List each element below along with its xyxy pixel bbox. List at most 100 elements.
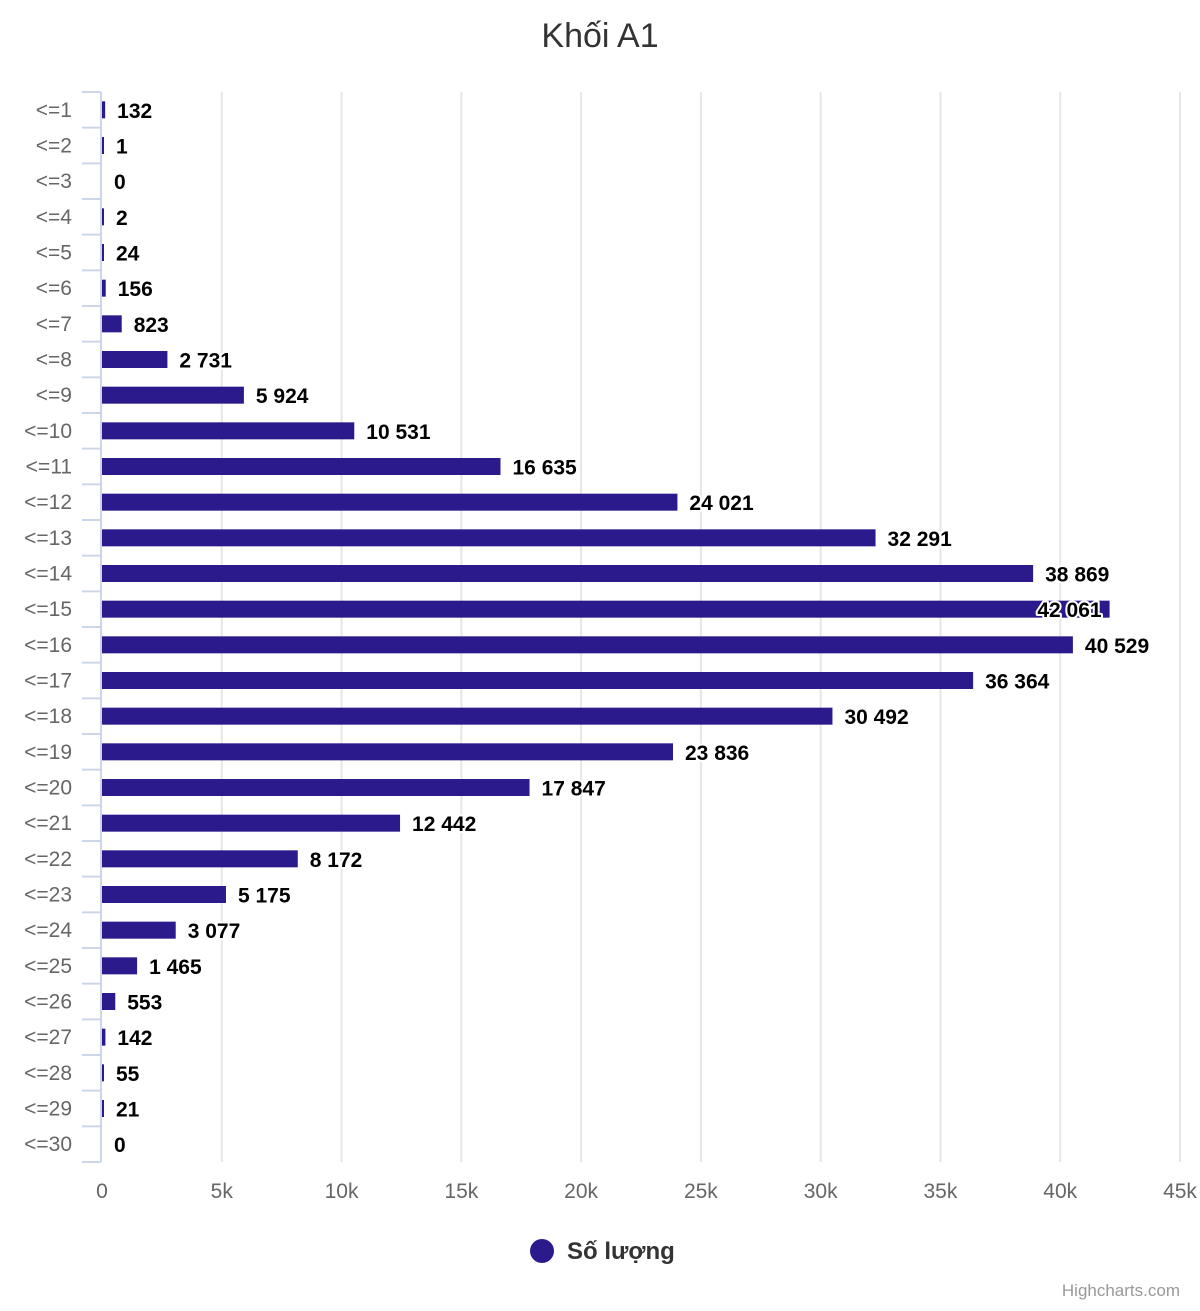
legend-symbol[interactable] bbox=[530, 1239, 554, 1263]
data-label: 0 bbox=[114, 1134, 126, 1157]
value-axis: 0 5k 10k 15k 20k 25k 30k 35k 40k 45k bbox=[96, 1180, 1197, 1203]
bar[interactable] bbox=[102, 529, 876, 547]
data-label: 36 364 bbox=[985, 671, 1050, 694]
category-label: <=23 bbox=[24, 884, 72, 907]
category-label: <=17 bbox=[24, 670, 72, 693]
bar[interactable] bbox=[102, 886, 226, 903]
category-label: <=28 bbox=[24, 1062, 72, 1085]
bar[interactable] bbox=[102, 279, 106, 297]
category-axis: <=1 <=2 <=3 <=4 <=5 <=6 <=7 <=8 <=9 <=10 <=11 <=12 <… bbox=[24, 91, 102, 1163]
data-label: 2 731 bbox=[179, 350, 232, 373]
data-label: 1 bbox=[116, 136, 128, 159]
data-label: 0 bbox=[114, 171, 126, 194]
category-label: <=9 bbox=[36, 384, 72, 407]
data-labels: 132 1 0 2 24 156 823 2 731 5 924 10 531 16 635 24 0… bbox=[112, 98, 1151, 1159]
bar[interactable] bbox=[102, 137, 104, 154]
category-label: <=13 bbox=[24, 527, 72, 550]
bar[interactable] bbox=[102, 636, 1073, 654]
category-label: <=26 bbox=[24, 991, 72, 1014]
bar[interactable] bbox=[102, 244, 104, 261]
data-label: 10 531 bbox=[366, 421, 431, 444]
category-label: <=21 bbox=[24, 812, 72, 835]
x-tick-label: 30k bbox=[804, 1180, 838, 1203]
category-label: <=27 bbox=[24, 1026, 72, 1049]
category-label: <=15 bbox=[24, 598, 72, 621]
x-tick-label: 20k bbox=[564, 1180, 598, 1203]
data-label: 5 924 bbox=[256, 385, 309, 408]
data-label: 32 291 bbox=[888, 528, 953, 551]
bar[interactable] bbox=[102, 1064, 104, 1082]
bar[interactable] bbox=[102, 101, 106, 119]
bar[interactable] bbox=[102, 208, 104, 226]
data-label: 40 529 bbox=[1085, 635, 1149, 658]
data-label: 38 869 bbox=[1045, 564, 1109, 587]
category-label: <=12 bbox=[24, 491, 72, 514]
bar[interactable] bbox=[102, 814, 401, 832]
bar[interactable] bbox=[102, 386, 244, 404]
data-label: 3 077 bbox=[188, 920, 241, 943]
data-label: 156 bbox=[118, 278, 153, 301]
data-label: 823 bbox=[134, 314, 169, 337]
legend-label[interactable]: Số lượng bbox=[567, 1238, 675, 1265]
legend[interactable]: Số lượng bbox=[530, 1238, 675, 1265]
x-tick-label: 5k bbox=[211, 1180, 234, 1203]
bar[interactable] bbox=[102, 957, 138, 975]
data-label: 16 635 bbox=[513, 457, 578, 480]
bar[interactable] bbox=[102, 422, 355, 440]
data-label: 12 442 bbox=[412, 813, 476, 836]
x-tick-label: 15k bbox=[444, 1180, 478, 1203]
x-tick-label: 0 bbox=[96, 1180, 108, 1203]
x-tick-label: 10k bbox=[325, 1180, 359, 1203]
category-label: <=25 bbox=[24, 955, 72, 978]
category-label: <=8 bbox=[36, 349, 72, 372]
bar[interactable] bbox=[102, 743, 674, 761]
category-label: <=14 bbox=[24, 563, 72, 586]
bar[interactable] bbox=[102, 1028, 106, 1046]
bar[interactable] bbox=[102, 850, 298, 868]
x-tick-label: 40k bbox=[1043, 1180, 1077, 1203]
bar[interactable] bbox=[102, 921, 176, 939]
category-label: <=3 bbox=[36, 170, 72, 193]
data-label: 24 bbox=[116, 243, 140, 266]
category-label: <=2 bbox=[36, 135, 72, 158]
credits-link[interactable]: Highcharts.com bbox=[1062, 1281, 1180, 1300]
bar[interactable] bbox=[102, 672, 974, 689]
category-label: <=7 bbox=[36, 313, 72, 336]
category-label: <=4 bbox=[36, 206, 73, 229]
bar[interactable] bbox=[102, 493, 678, 511]
data-label: 142 bbox=[117, 1027, 152, 1050]
category-label: <=1 bbox=[36, 99, 72, 122]
category-label: <=22 bbox=[24, 848, 72, 871]
category-label: <=29 bbox=[24, 1098, 72, 1121]
category-label: <=16 bbox=[24, 634, 72, 657]
data-label: 24 021 bbox=[689, 492, 754, 515]
x-tick-label: 45k bbox=[1163, 1180, 1197, 1203]
category-label: <=20 bbox=[24, 777, 72, 800]
bar[interactable] bbox=[102, 600, 1110, 618]
data-label: 42 061 bbox=[1037, 599, 1102, 622]
bar[interactable] bbox=[102, 458, 501, 475]
bar[interactable] bbox=[102, 351, 168, 368]
data-label: 5 175 bbox=[238, 885, 291, 908]
data-label: 2 bbox=[116, 207, 128, 230]
category-label: <=24 bbox=[24, 919, 72, 942]
bar-series bbox=[102, 101, 1110, 1117]
chart-title: Khối A1 bbox=[541, 17, 658, 55]
bar[interactable] bbox=[102, 315, 122, 333]
category-label: <=6 bbox=[36, 277, 72, 300]
data-label: 8 172 bbox=[310, 849, 363, 872]
data-label: 17 847 bbox=[542, 778, 606, 801]
category-label: <=5 bbox=[36, 242, 72, 265]
bar[interactable] bbox=[102, 779, 530, 796]
category-label: <=19 bbox=[24, 741, 72, 764]
bar[interactable] bbox=[102, 1100, 104, 1117]
x-tick-label: 25k bbox=[684, 1180, 718, 1203]
bar[interactable] bbox=[102, 707, 833, 725]
data-label: 553 bbox=[127, 992, 162, 1015]
grid-lines bbox=[220, 92, 1181, 1162]
data-label: 30 492 bbox=[844, 706, 908, 729]
bar[interactable] bbox=[102, 565, 1034, 582]
bar[interactable] bbox=[102, 993, 116, 1010]
